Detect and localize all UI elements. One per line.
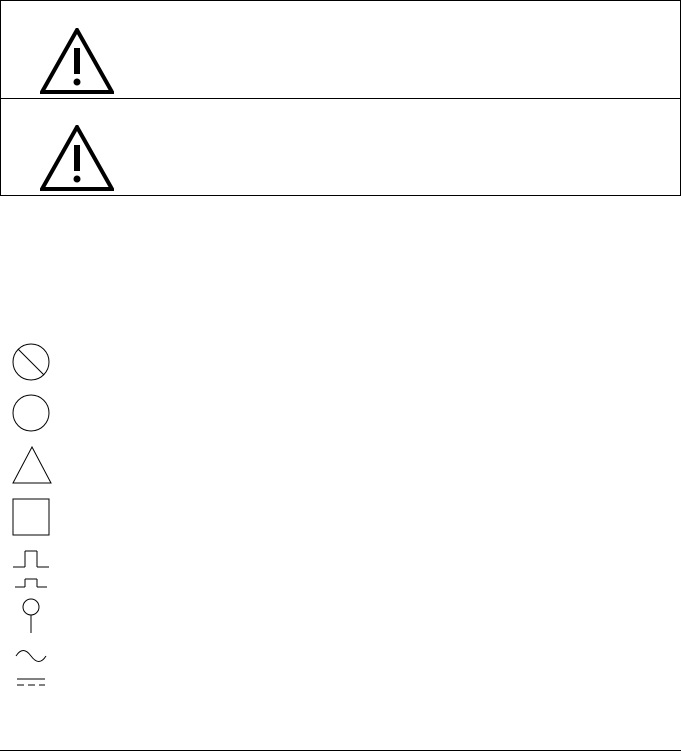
triangle-icon	[12, 446, 52, 484]
prohibited-icon	[12, 343, 50, 381]
terminal-large-icon	[12, 550, 50, 568]
terminal-small-icon	[12, 576, 50, 588]
page	[0, 0, 681, 751]
circle-icon	[12, 394, 50, 432]
dc-icon	[12, 676, 50, 688]
warning-icon	[40, 125, 114, 191]
warning-icon	[40, 28, 114, 94]
ac-icon	[12, 648, 50, 664]
square-icon	[12, 498, 50, 536]
pin-icon	[12, 598, 50, 634]
